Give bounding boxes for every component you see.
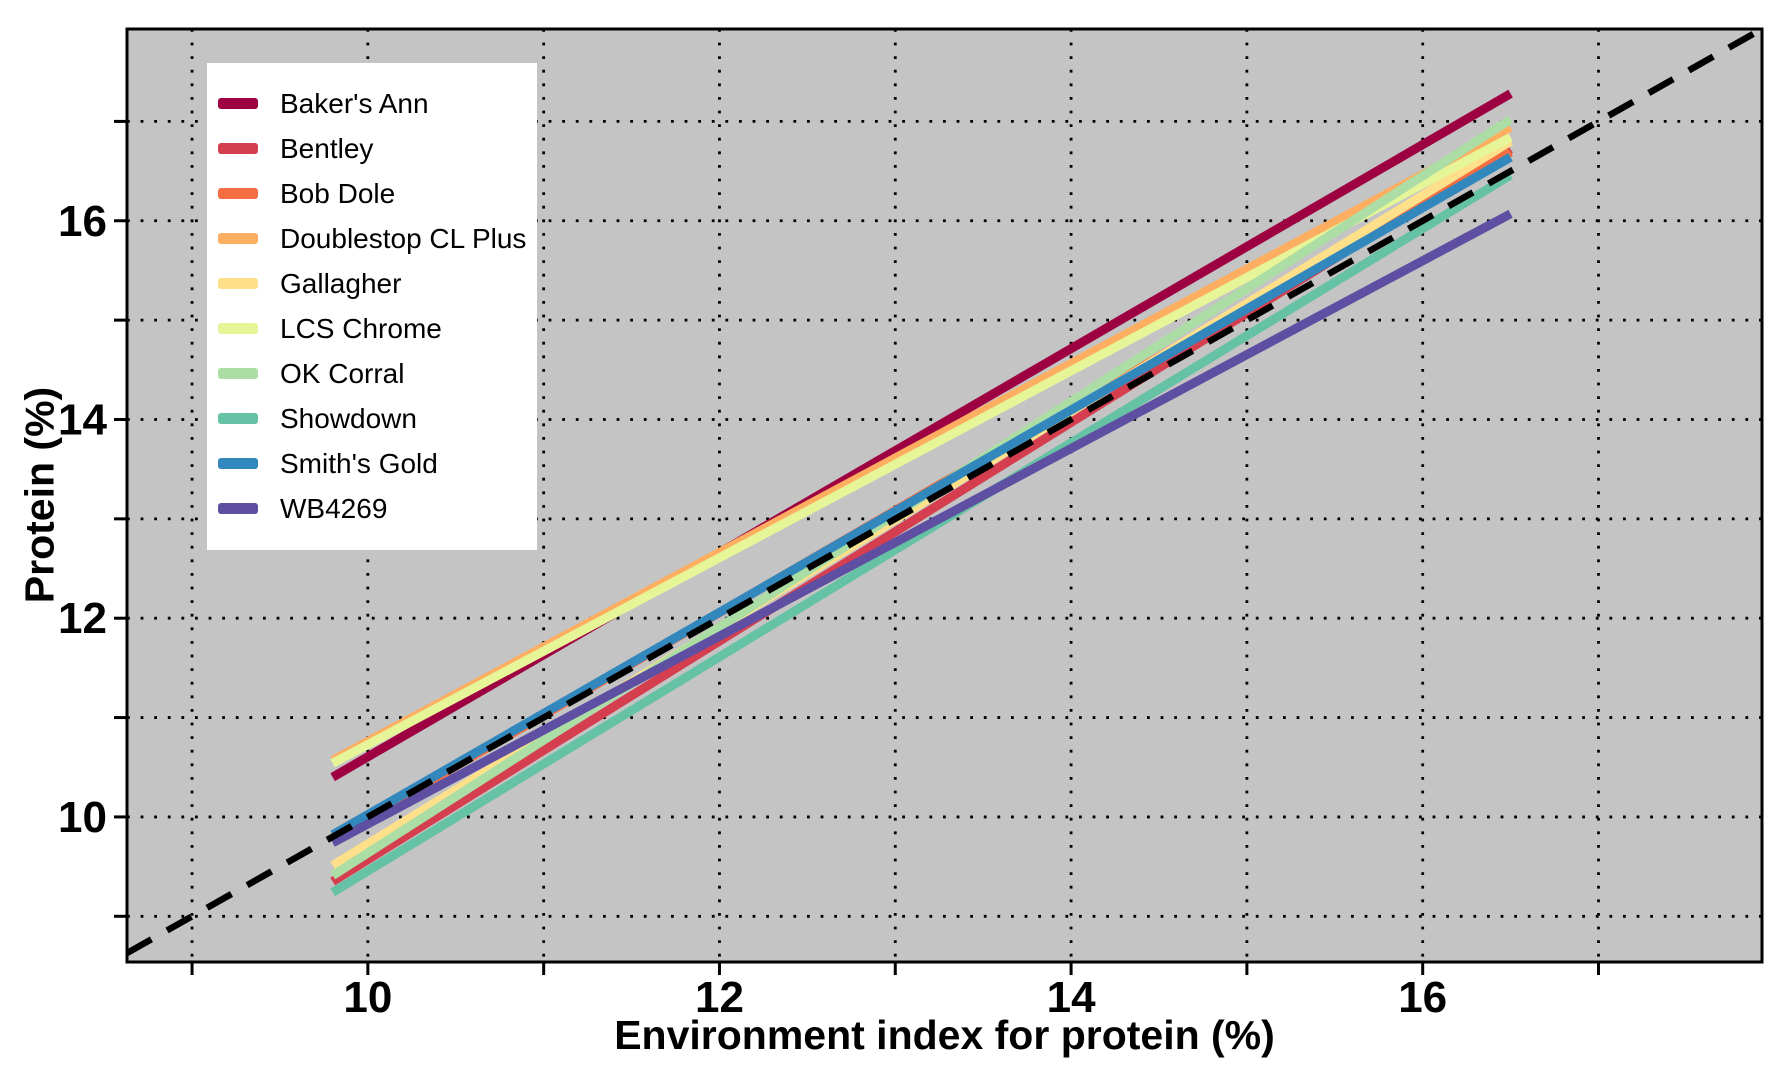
series-line: [330, 171, 1513, 897]
x-tick-label: 10: [343, 973, 392, 1022]
legend-swatch: [218, 233, 258, 244]
legend-swatch: [218, 458, 258, 469]
legend-item: Gallagher: [218, 261, 537, 306]
legend-label: Gallagher: [280, 267, 402, 299]
legend-swatch: [218, 143, 258, 154]
legend-item: Smith's Gold: [218, 441, 537, 486]
legend-swatch: [218, 278, 258, 289]
y-tick-label: 16: [58, 197, 107, 246]
legend: Baker's Ann Bentley Bob Dole Doublestop CL …: [207, 63, 537, 550]
legend-label: Showdown: [280, 402, 417, 434]
legend-swatch: [218, 413, 258, 424]
legend-label: OK Corral: [280, 357, 405, 389]
identity-dashed-line: [125, 26, 1764, 956]
y-tick-label: 14: [58, 395, 107, 444]
x-axis-title: Environment index for protein (%): [614, 1012, 1275, 1058]
y-tick-label: 12: [58, 594, 107, 643]
legend-label: Bentley: [280, 132, 374, 164]
legend-swatch: [218, 98, 258, 109]
series-line: [330, 153, 1513, 839]
legend-swatch: [218, 323, 258, 334]
legend-swatch: [218, 188, 258, 199]
x-tick-label: 14: [1047, 973, 1096, 1022]
legend-item: OK Corral: [218, 351, 537, 396]
legend-item: WB4269: [218, 486, 537, 531]
legend-label: Smith's Gold: [280, 447, 438, 479]
legend-label: Doublestop CL Plus: [280, 222, 527, 254]
legend-swatch: [218, 368, 258, 379]
y-axis-title: Protein (%): [16, 386, 63, 604]
y-tick-label: 10: [58, 793, 107, 842]
legend-swatch: [218, 503, 258, 514]
legend-item: Bob Dole: [218, 171, 537, 216]
x-tick-label: 12: [695, 973, 744, 1022]
legend-label: LCS Chrome: [280, 312, 442, 344]
legend-item: LCS Chrome: [218, 306, 537, 351]
series-line: [330, 209, 1513, 847]
legend-item: Showdown: [218, 396, 537, 441]
legend-item: Baker's Ann: [218, 81, 537, 126]
legend-label: Baker's Ann: [280, 87, 429, 119]
legend-label: WB4269: [280, 492, 388, 524]
x-tick-label: 16: [1398, 973, 1447, 1022]
plot-border: [125, 27, 1764, 964]
legend-label: Bob Dole: [280, 177, 396, 209]
legend-item: Doublestop CL Plus: [218, 216, 537, 261]
legend-item: Bentley: [218, 126, 537, 171]
